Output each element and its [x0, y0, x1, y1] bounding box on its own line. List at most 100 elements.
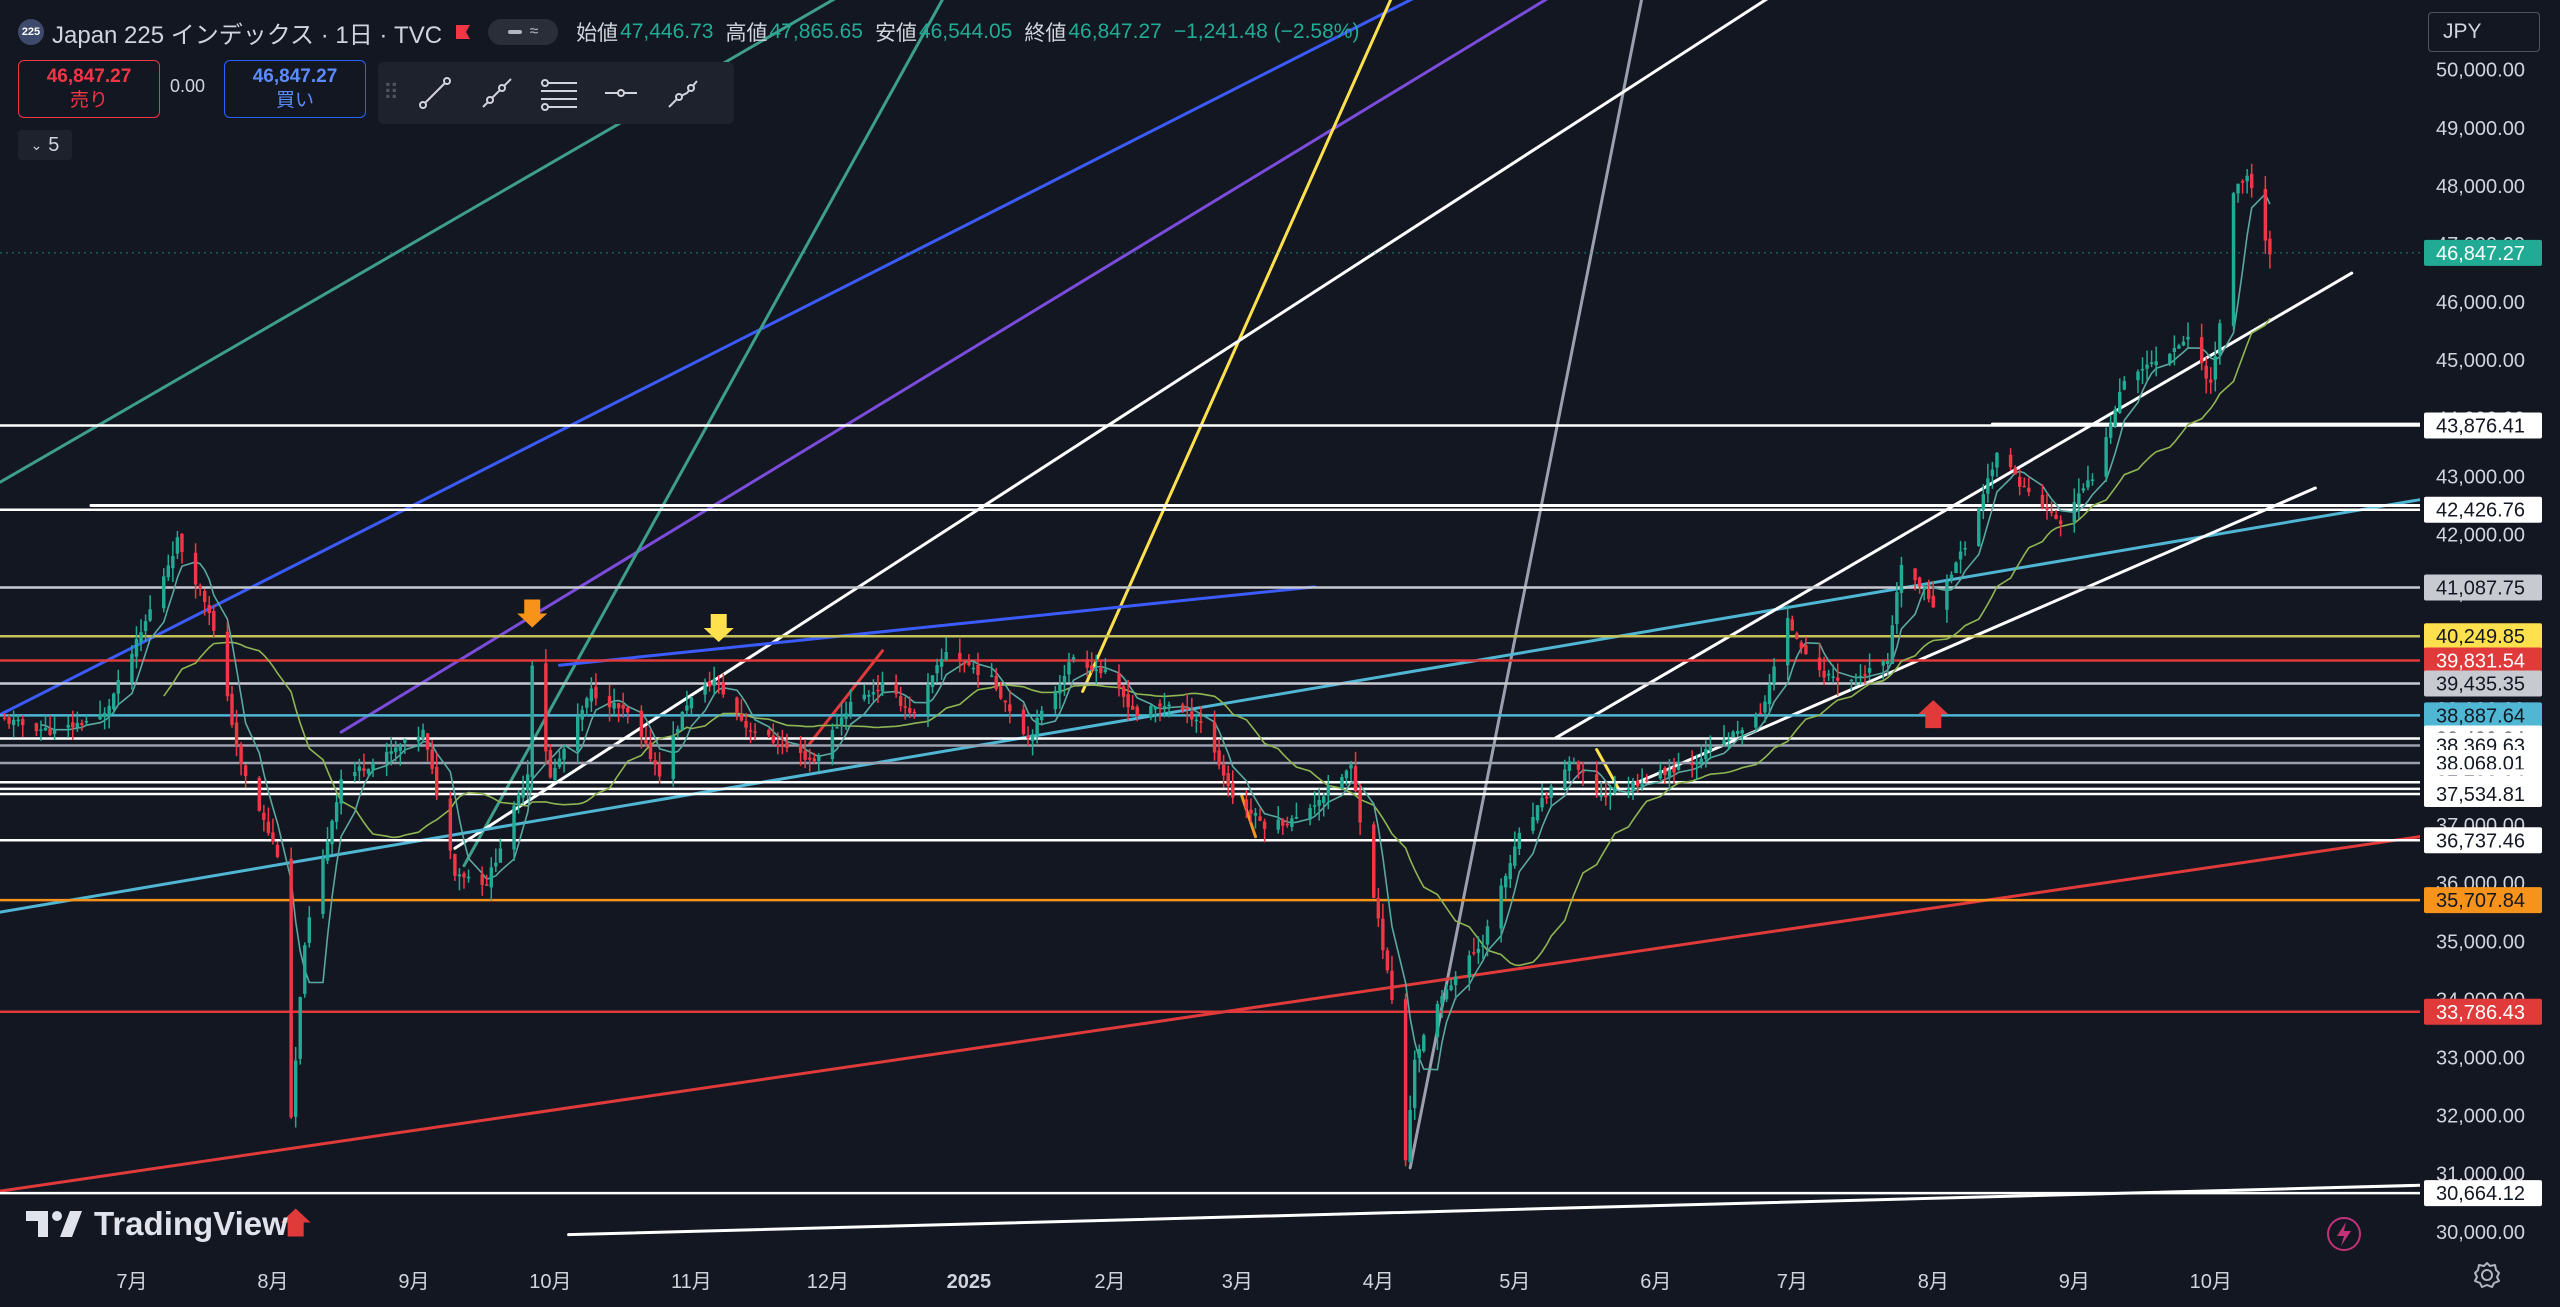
candle-body-159 — [1008, 704, 1012, 712]
candle-body-130 — [830, 729, 835, 760]
time-tick-label-8: 3月 — [1222, 1271, 1253, 1293]
candle-body-25 — [162, 576, 166, 609]
candle-body-174 — [1103, 669, 1108, 672]
sell-button[interactable]: 46,847.27 売り — [18, 60, 160, 118]
candle-body-195 — [1244, 799, 1249, 809]
candle-body-72 — [457, 874, 462, 877]
candle-body-125 — [798, 744, 803, 753]
level-label-2: 41,087.75 — [2436, 578, 2525, 600]
symbol-title[interactable]: Japan 225 インデックス · 1日 · TVC — [52, 21, 443, 49]
parallel-channel-tool-button[interactable] — [528, 68, 590, 118]
trend-line-tool-button[interactable] — [404, 68, 466, 118]
candle-body-138 — [876, 689, 880, 692]
candle-body-7 — [43, 727, 48, 731]
candle-body-73 — [462, 873, 466, 878]
level-label-16: 30,664.12 — [2436, 1183, 2525, 1205]
indicators-collapse-button[interactable]: ⌄ 5 — [18, 130, 72, 160]
price-tick-label-18: 48,000.00 — [2436, 176, 2525, 198]
flag-icon[interactable] — [454, 23, 472, 41]
candle-body-275 — [1754, 715, 1758, 728]
time-tick-label-6: 2025 — [947, 1271, 992, 1293]
candle-body-35 — [225, 631, 230, 697]
currency-label: JPY — [2443, 20, 2482, 43]
candle-body-66 — [421, 729, 425, 739]
candle-body-176 — [1121, 686, 1126, 697]
horizontal-line-tool-button[interactable] — [590, 68, 652, 118]
candle-body-329 — [2090, 479, 2095, 481]
candle-body-31 — [198, 585, 202, 589]
time-axis-panel[interactable] — [0, 1255, 2420, 1307]
candle-body-54 — [339, 779, 343, 804]
candle-body-216 — [1376, 898, 1381, 919]
candle-body-51 — [325, 841, 330, 861]
candle-body-85 — [544, 663, 548, 752]
candle-body-19 — [116, 679, 120, 694]
candle-body-23 — [143, 621, 148, 632]
time-tick-label-13: 8月 — [1918, 1271, 1949, 1293]
candle-body-325 — [2072, 502, 2076, 523]
candle-body-183 — [1162, 706, 1167, 708]
candle-body-110 — [703, 684, 707, 695]
candle-body-68 — [430, 749, 434, 769]
candle-body-309 — [1963, 548, 1967, 550]
settings-gear-icon[interactable] — [2472, 1260, 2502, 1290]
drag-handle-icon[interactable]: ⠿ — [382, 80, 400, 105]
candle-body-289 — [1836, 677, 1840, 681]
candle-body-298 — [1895, 592, 1899, 624]
candle-body-257 — [1635, 780, 1640, 787]
lightning-icon[interactable] — [2326, 1216, 2362, 1252]
candle-body-77 — [489, 867, 493, 888]
level-label-6: 38,887.64 — [2436, 705, 2525, 727]
candle-body-131 — [835, 727, 839, 729]
candle-body-33 — [207, 604, 211, 614]
candle-body-214 — [1358, 790, 1362, 823]
candle-body-198 — [1258, 816, 1262, 821]
candle-body-338 — [2149, 362, 2154, 364]
path-tool-button[interactable] — [652, 68, 714, 118]
candle-body-237 — [1508, 863, 1512, 880]
currency-selector[interactable]: JPY — [2428, 12, 2540, 52]
candle-body-83 — [525, 774, 530, 791]
visibility-toggle[interactable]: ≈ — [488, 19, 559, 45]
candle-body-318 — [2022, 485, 2026, 488]
candle-body-351 — [2236, 183, 2240, 194]
candle-body-168 — [1067, 662, 1071, 675]
candle-body-305 — [1945, 581, 1949, 610]
candle-body-26 — [166, 565, 171, 578]
price-tick-label-20: 50,000.00 — [2436, 60, 2525, 82]
trend-line-3 — [462, 0, 944, 868]
candle-body-157 — [999, 686, 1003, 699]
candle-body-319 — [2027, 487, 2031, 492]
candle-body-287 — [1826, 673, 1831, 676]
candle-body-324 — [2058, 520, 2063, 525]
symbol-badge[interactable]: 225 — [18, 19, 44, 45]
marker-arrow-3 — [1918, 700, 1949, 729]
time-tick-label-1: 8月 — [257, 1271, 288, 1293]
candle-body-116 — [739, 714, 744, 721]
candle-body-233 — [1481, 945, 1485, 947]
candle-body-15 — [98, 714, 102, 720]
candle-body-171 — [1090, 665, 1094, 670]
candle-body-230 — [1467, 955, 1471, 978]
time-tick-label-11: 6月 — [1640, 1271, 1671, 1293]
buy-button[interactable]: 46,847.27 買い — [224, 60, 366, 118]
candle-body-192 — [1221, 764, 1226, 776]
candle-body-266 — [1695, 761, 1699, 765]
candle-body-202 — [1285, 823, 1290, 826]
candle-body-344 — [2186, 336, 2190, 340]
candle-body-120 — [767, 729, 771, 736]
candle-body-292 — [1858, 675, 1863, 678]
candle-body-204 — [1294, 816, 1299, 819]
candle-body-330 — [2104, 437, 2108, 477]
candle-body-2 — [11, 719, 16, 726]
time-tick-label-3: 10月 — [529, 1271, 571, 1293]
candle-body-142 — [903, 706, 907, 708]
candle-body-308 — [1958, 551, 1963, 560]
ray-tool-button[interactable] — [466, 68, 528, 118]
close-value: 46,847.27 — [1068, 20, 1162, 43]
candle-body-41 — [262, 812, 266, 820]
price-tick-label-12: 42,000.00 — [2436, 525, 2525, 547]
candle-body-137 — [871, 692, 876, 695]
candle-body-270 — [1722, 740, 1726, 745]
